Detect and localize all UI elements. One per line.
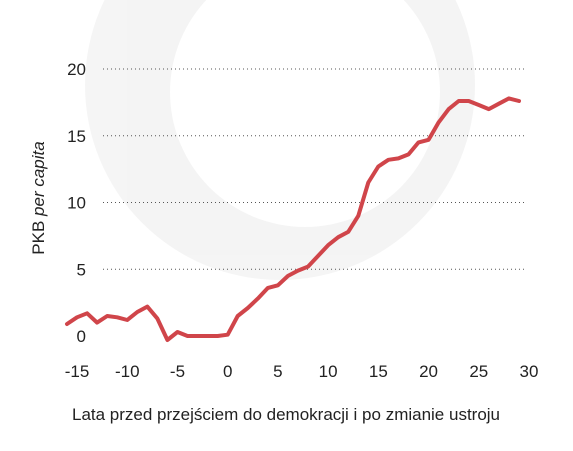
y-axis-label-italic: per capita — [29, 141, 48, 217]
series-line-0 — [65, 96, 521, 342]
x-tick-label: -5 — [170, 362, 185, 381]
x-tick-label: 10 — [319, 362, 338, 381]
x-tick-label: 15 — [369, 362, 388, 381]
x-tick-label: 25 — [469, 362, 488, 381]
x-tick-label: 30 — [520, 362, 539, 381]
x-tick-label: 0 — [223, 362, 232, 381]
x-tick-label: 20 — [419, 362, 438, 381]
x-axis-label: Lata przed przejściem do demokracji i po… — [72, 405, 500, 424]
y-tick-label: 0 — [77, 327, 86, 346]
y-axis-label: PKB per capita — [29, 141, 48, 254]
y-axis-ticks: 0 5 10 15 20 — [67, 60, 86, 346]
watermark-logo — [85, 0, 475, 280]
y-axis-label-main: PKB — [29, 216, 48, 255]
series-layer — [65, 96, 521, 342]
x-tick-label: -10 — [115, 362, 140, 381]
x-axis-ticks: -15 -10 -5 0 5 10 15 20 25 30 — [65, 362, 539, 381]
y-tick-label: 5 — [77, 260, 86, 279]
y-tick-label: 10 — [67, 194, 86, 213]
x-tick-label: -15 — [65, 362, 90, 381]
y-tick-label: 20 — [67, 60, 86, 79]
y-tick-label: 15 — [67, 127, 86, 146]
x-tick-label: 5 — [273, 362, 282, 381]
